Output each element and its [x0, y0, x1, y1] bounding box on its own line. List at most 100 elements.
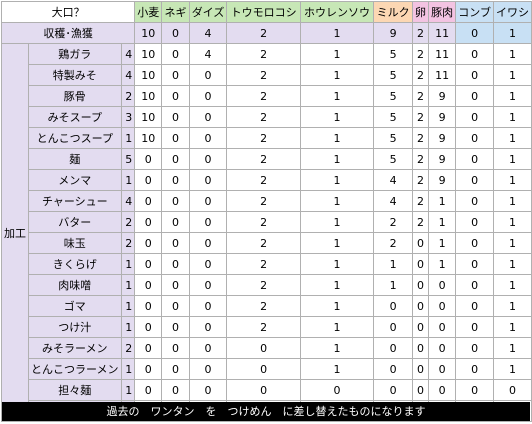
value-cell[interactable]: 1	[492, 64, 532, 86]
value-cell[interactable]: 0	[455, 211, 494, 233]
value-cell[interactable]: 0	[161, 43, 190, 65]
value-cell[interactable]: 0	[161, 64, 190, 86]
row-name-cell[interactable]: 麺	[28, 148, 122, 170]
value-cell[interactable]: 1	[299, 337, 375, 359]
value-cell[interactable]: 0	[188, 127, 228, 149]
value-cell[interactable]: 0	[134, 169, 163, 191]
value-cell[interactable]: 1	[427, 232, 457, 254]
value-cell[interactable]: 9	[427, 106, 457, 128]
value-cell[interactable]: 4	[373, 190, 413, 212]
value-cell[interactable]: 0	[411, 316, 429, 338]
value-cell[interactable]: 0	[427, 316, 457, 338]
value-cell[interactable]: 1	[299, 64, 375, 86]
value-cell[interactable]: 0	[373, 295, 413, 317]
row-name-cell[interactable]: 特製みそ	[28, 64, 122, 86]
value-cell[interactable]: 5	[373, 127, 413, 149]
value-cell[interactable]: 0	[188, 148, 228, 170]
value-cell[interactable]: 0	[455, 253, 494, 275]
value-cell[interactable]: 2	[373, 211, 413, 233]
value-cell[interactable]: 2	[411, 85, 429, 107]
value-cell[interactable]: 1	[299, 232, 375, 254]
row-name-cell[interactable]: 担々麺	[28, 379, 122, 401]
value-cell[interactable]: 0	[161, 253, 190, 275]
value-cell[interactable]: 0	[226, 379, 301, 401]
value-cell[interactable]: 0	[161, 337, 190, 359]
value-cell[interactable]: 5	[373, 85, 413, 107]
value-cell[interactable]: 0	[455, 190, 494, 212]
value-cell[interactable]: 1	[299, 148, 375, 170]
value-cell[interactable]: 1	[299, 358, 375, 380]
row-count-cell[interactable]: 4	[120, 190, 136, 212]
value-cell[interactable]: 0	[134, 232, 163, 254]
value-cell[interactable]: 0	[161, 232, 190, 254]
value-cell[interactable]: 0	[455, 148, 494, 170]
value-cell[interactable]: 1	[299, 253, 375, 275]
value-cell[interactable]: 2	[411, 190, 429, 212]
value-cell[interactable]: 0	[411, 295, 429, 317]
value-cell[interactable]: 1	[299, 274, 375, 296]
row-count-cell[interactable]: 2	[120, 337, 136, 359]
value-cell[interactable]: 2	[226, 148, 301, 170]
value-cell[interactable]: 0	[161, 106, 190, 128]
value-cell[interactable]: 1	[427, 190, 457, 212]
value-cell[interactable]: 0	[161, 316, 190, 338]
value-cell[interactable]: 9	[427, 127, 457, 149]
col-header-egg[interactable]: 卵	[411, 1, 429, 23]
value-cell[interactable]: 0	[161, 85, 190, 107]
row-count-cell[interactable]: 1	[120, 127, 136, 149]
value-cell[interactable]: 2	[411, 148, 429, 170]
value-cell[interactable]: 0	[373, 379, 413, 401]
value-cell[interactable]: 1	[373, 253, 413, 275]
value-cell[interactable]: 0	[188, 337, 228, 359]
value-cell[interactable]: 0	[161, 190, 190, 212]
value-cell[interactable]: 0	[411, 232, 429, 254]
row-name-cell[interactable]: みそスープ	[28, 106, 122, 128]
value-cell[interactable]: 0	[134, 274, 163, 296]
value-cell[interactable]: 1	[492, 337, 532, 359]
yield-cell[interactable]: 2	[226, 22, 301, 44]
value-cell[interactable]: 1	[299, 316, 375, 338]
value-cell[interactable]: 1	[492, 127, 532, 149]
value-cell[interactable]: 0	[427, 379, 457, 401]
row-name-cell[interactable]: 味玉	[28, 232, 122, 254]
value-cell[interactable]: 1	[492, 295, 532, 317]
value-cell[interactable]: 0	[455, 106, 494, 128]
value-cell[interactable]: 5	[373, 148, 413, 170]
value-cell[interactable]: 0	[188, 253, 228, 275]
value-cell[interactable]: 0	[188, 64, 228, 86]
value-cell[interactable]: 0	[188, 358, 228, 380]
row-count-cell[interactable]: 1	[120, 253, 136, 275]
value-cell[interactable]: 2	[411, 64, 429, 86]
value-cell[interactable]: 2	[226, 295, 301, 317]
value-cell[interactable]: 0	[134, 190, 163, 212]
value-cell[interactable]: 1	[299, 169, 375, 191]
side-label[interactable]: 加工	[1, 43, 29, 422]
row-count-cell[interactable]: 1	[120, 295, 136, 317]
row-name-cell[interactable]: 肉味噌	[28, 274, 122, 296]
value-cell[interactable]: 0	[161, 148, 190, 170]
value-cell[interactable]: 0	[161, 358, 190, 380]
value-cell[interactable]: 2	[226, 211, 301, 233]
row-name-cell[interactable]: とんこつラーメン	[28, 358, 122, 380]
value-cell[interactable]: 0	[134, 253, 163, 275]
value-cell[interactable]: 0	[455, 295, 494, 317]
col-header-pork[interactable]: 豚肉	[427, 1, 457, 23]
value-cell[interactable]: 4	[373, 169, 413, 191]
value-cell[interactable]: 1	[299, 211, 375, 233]
value-cell[interactable]: 0	[455, 379, 494, 401]
value-cell[interactable]: 9	[427, 169, 457, 191]
value-cell[interactable]: 2	[411, 106, 429, 128]
value-cell[interactable]: 1	[492, 85, 532, 107]
value-cell[interactable]: 1	[492, 316, 532, 338]
value-cell[interactable]: 1	[492, 190, 532, 212]
value-cell[interactable]: 0	[455, 43, 494, 65]
value-cell[interactable]: 2	[411, 127, 429, 149]
col-header-kombu[interactable]: コンブ	[455, 1, 494, 23]
value-cell[interactable]: 5	[373, 43, 413, 65]
value-cell[interactable]: 0	[134, 148, 163, 170]
value-cell[interactable]: 0	[161, 274, 190, 296]
value-cell[interactable]: 0	[188, 106, 228, 128]
value-cell[interactable]: 1	[427, 253, 457, 275]
row-name-cell[interactable]: つけ汁	[28, 316, 122, 338]
value-cell[interactable]: 1	[492, 106, 532, 128]
